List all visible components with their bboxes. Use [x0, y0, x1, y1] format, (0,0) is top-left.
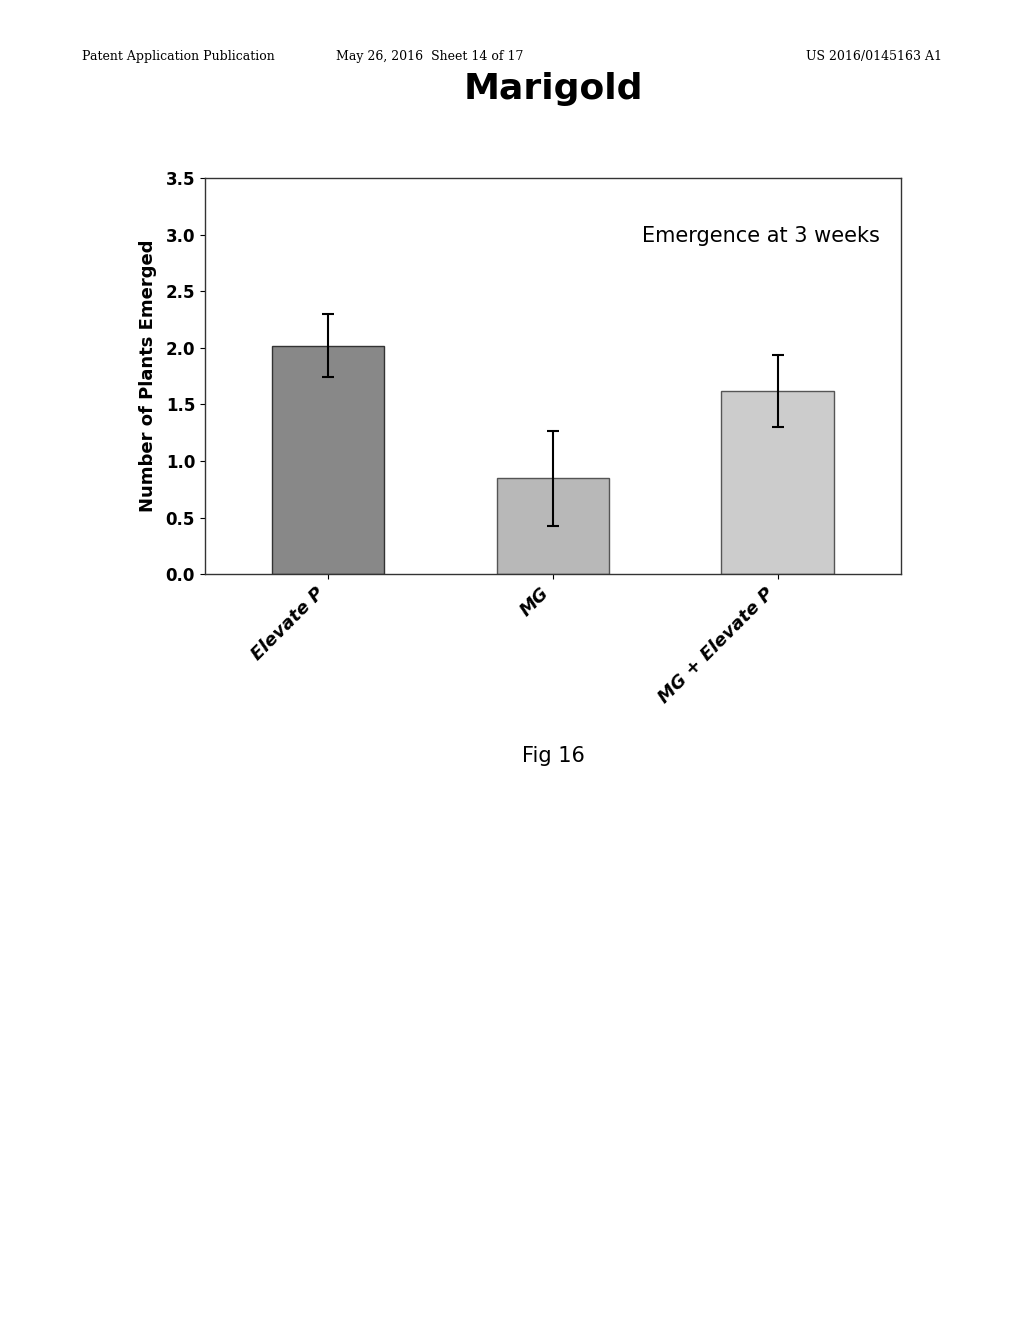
Text: Marigold: Marigold: [463, 71, 643, 106]
Text: US 2016/0145163 A1: US 2016/0145163 A1: [806, 50, 942, 63]
Text: May 26, 2016  Sheet 14 of 17: May 26, 2016 Sheet 14 of 17: [337, 50, 523, 63]
Text: Patent Application Publication: Patent Application Publication: [82, 50, 274, 63]
Bar: [722, 391, 834, 574]
Text: Fig 16: Fig 16: [521, 746, 585, 766]
Y-axis label: Number of Plants Emerged: Number of Plants Emerged: [139, 240, 158, 512]
Text: Emergence at 3 weeks: Emergence at 3 weeks: [642, 226, 881, 246]
Bar: [272, 346, 384, 574]
Bar: [497, 478, 609, 574]
